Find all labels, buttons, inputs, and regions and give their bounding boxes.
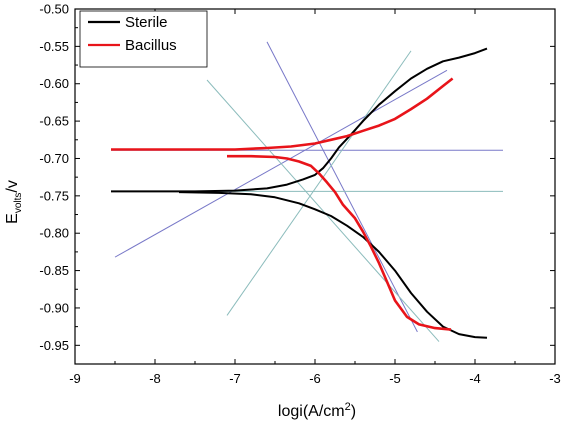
- legend-box: [79, 10, 208, 68]
- y-tick-label: -0.60: [39, 76, 69, 91]
- y-tick-label: -0.55: [39, 39, 69, 54]
- sterile-cathodic-curve: [178, 191, 488, 339]
- axis-ticks: -9 -8 -7 -6 -5 -4 -3 -0.95 -0.90 -0.85 -0.80 -0.75 -…: [39, 2, 560, 387]
- x-tick-label: -5: [389, 371, 401, 386]
- y-tick-label: -0.50: [39, 2, 69, 17]
- y-tick-label: -0.80: [39, 226, 69, 241]
- tafel-line-0: [266, 41, 418, 333]
- x-tick-label: -7: [229, 371, 241, 386]
- x-tick-label: -9: [69, 371, 81, 386]
- y-axis-title: Evolts/v: [4, 180, 24, 224]
- tafel-line-4: [206, 79, 440, 342]
- y-tick-label: -0.75: [39, 188, 69, 203]
- bacillus-cathodic-curve: [227, 154, 452, 331]
- legend-label-sterile: Sterile: [125, 14, 168, 31]
- x-tick-label: -4: [469, 371, 481, 386]
- tafel-line-3: [226, 50, 412, 316]
- x-tick-label: -8: [149, 371, 161, 386]
- series-curves: [111, 47, 488, 339]
- bacillus-anodic-curve: [111, 77, 454, 151]
- legend-label-bacillus: Bacillus: [125, 37, 177, 54]
- x-tick-label: -6: [309, 371, 321, 386]
- x-tick-label: -3: [549, 371, 561, 386]
- sterile-anodic-curve: [111, 47, 488, 193]
- y-tick-label: -0.95: [39, 338, 69, 353]
- legend: Sterile Bacillus: [79, 10, 208, 68]
- x-axis-title: logi(A/cm2): [278, 401, 356, 420]
- y-tick-label: -0.85: [39, 263, 69, 278]
- y-tick-label: -0.70: [39, 151, 69, 166]
- y-tick-label: -0.65: [39, 114, 69, 129]
- y-tick-label: -0.90: [39, 300, 69, 315]
